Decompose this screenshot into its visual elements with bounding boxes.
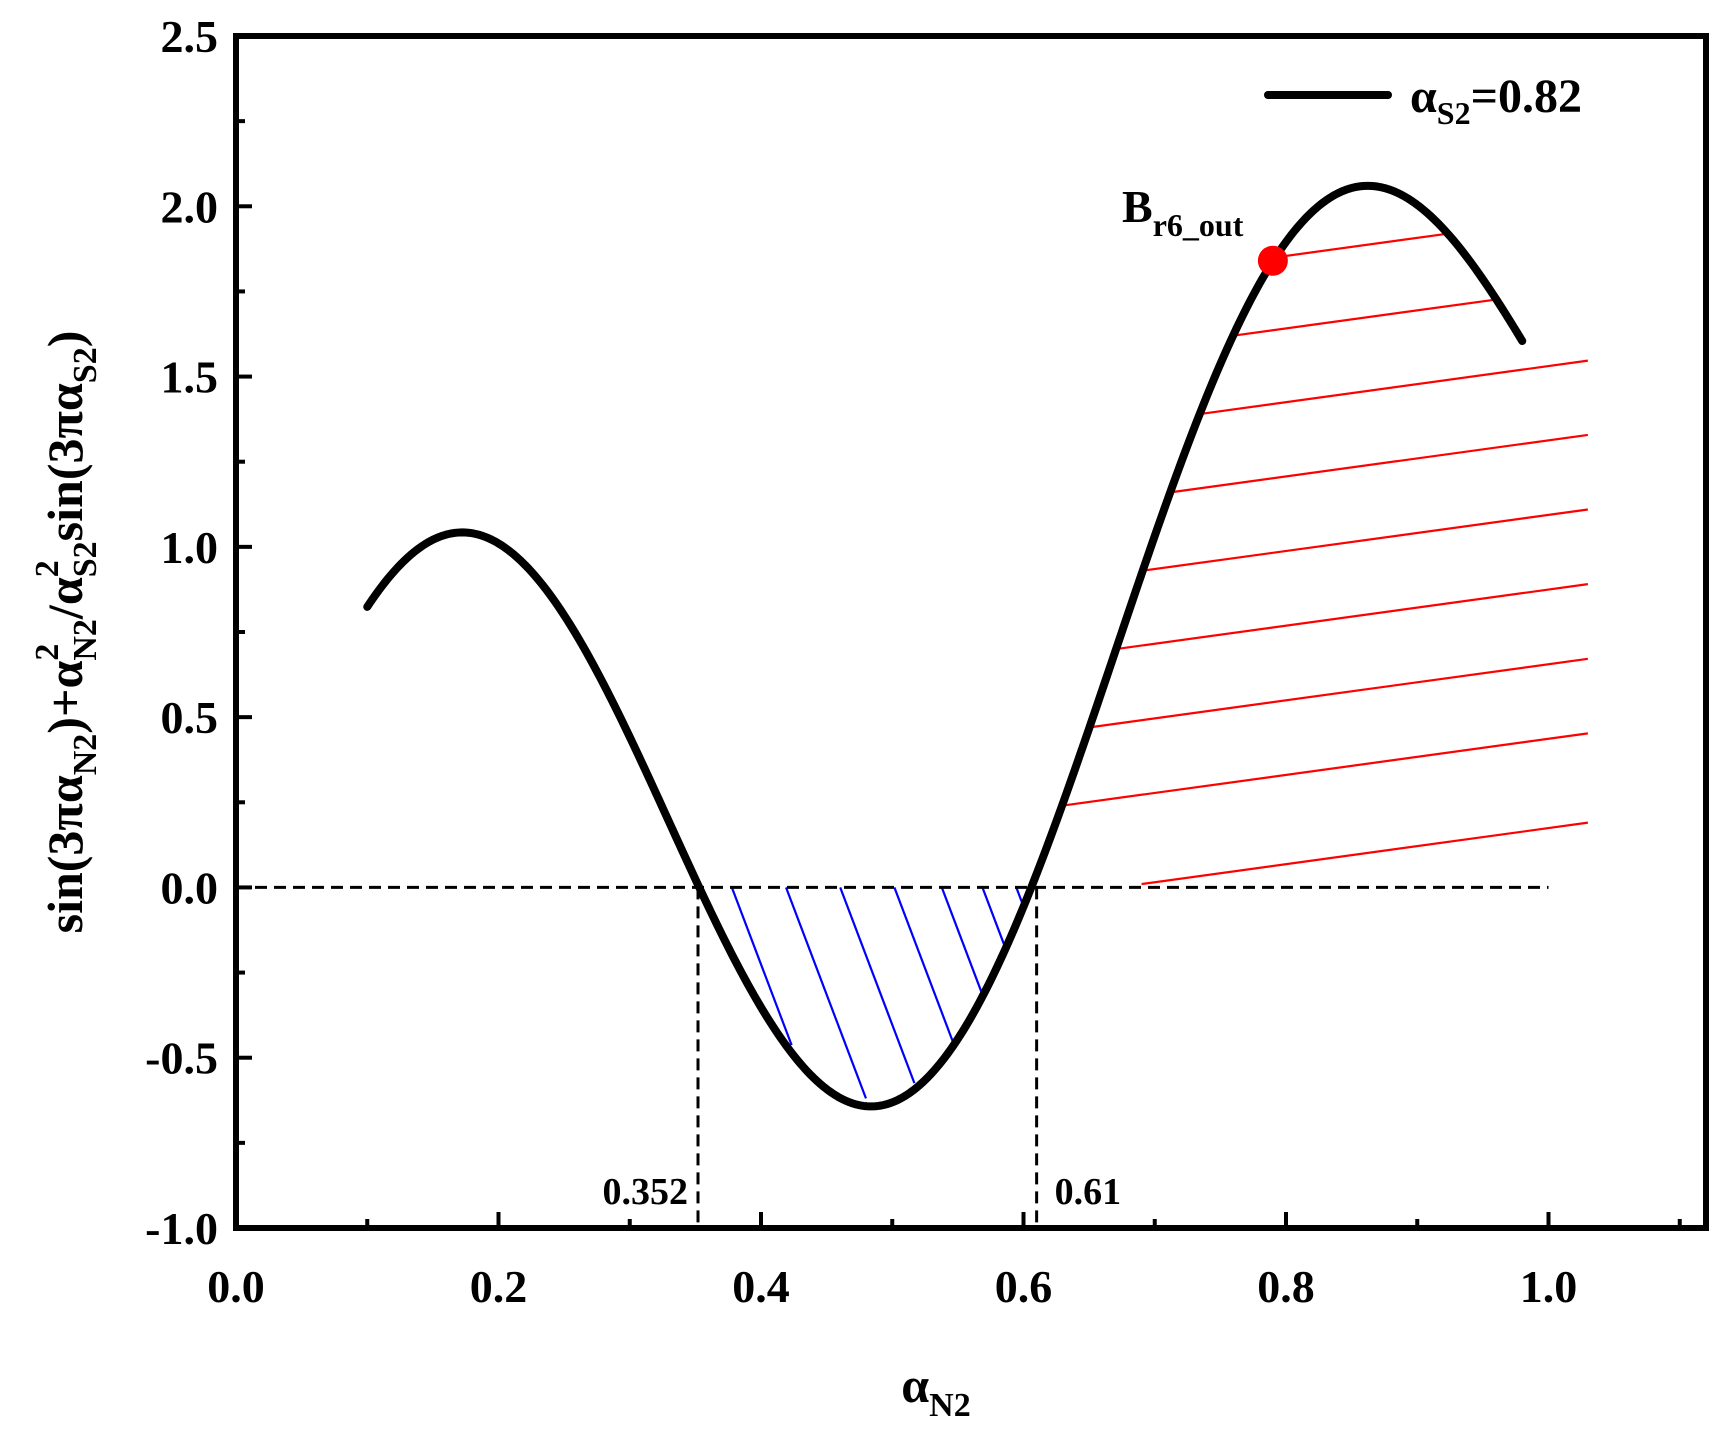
- y-axis-title-part: πα: [37, 383, 93, 438]
- hatch-line-red-8: [1232, 298, 1498, 337]
- labels: 0.0 0.2 0.4 0.6 0.8 1.0 -1.0 -0.5 0.0 0.5 1.0 1.5 2.…: [29, 11, 1582, 1424]
- y-axis-title: sin(3παN2)+α2N2/α2S2sin(3παS2): [29, 331, 104, 934]
- hatch-line-red-6: [1170, 433, 1589, 494]
- hatch-line-red-5: [1142, 508, 1589, 572]
- marker-point: [1257, 245, 1288, 276]
- hatch-layer: [730, 232, 1589, 1099]
- ticks: [234, 34, 1682, 1230]
- legend-sub: S2: [1437, 95, 1471, 131]
- guide-lines: [236, 885, 1549, 1228]
- y-axis-title-part: ): [37, 331, 93, 348]
- legend-rest: =0.82: [1471, 70, 1582, 123]
- y-tick-label: -1.0: [145, 1203, 218, 1254]
- plot-border: [233, 33, 1709, 1231]
- x-tick-label: 0.2: [470, 1261, 528, 1312]
- hatch-line-blue-5: [940, 887, 983, 993]
- hatch-line-red-7: [1199, 359, 1589, 416]
- x-axis-title-sub: N2: [929, 1387, 971, 1424]
- y-axis-title-part: N2: [67, 619, 104, 661]
- root-label-1: 0.352: [603, 1171, 689, 1213]
- hatch-line-blue-1: [730, 887, 793, 1046]
- y-tick-label: 0.0: [161, 862, 219, 913]
- y-axis-title-part: πα: [37, 775, 93, 830]
- marker-label: Br6_out: [1122, 181, 1244, 243]
- y-axis-title-part: sin(3: [37, 831, 93, 934]
- legend-label: αS2=0.82: [1410, 70, 1582, 131]
- hatch-line-red-2: [1061, 732, 1589, 807]
- hatch-line-red-1: [1141, 821, 1589, 886]
- y-axis-title-part: S2: [67, 541, 104, 577]
- y-axis-title-part: 2: [29, 560, 66, 577]
- hatch-line-blue-4: [893, 887, 954, 1042]
- hatch-line-blue-2: [785, 887, 867, 1099]
- y-axis-title-part: N2: [67, 734, 104, 776]
- hatch-line-blue-3: [839, 887, 916, 1084]
- y-tick-label: 1.0: [161, 522, 219, 573]
- y-axis-title-part: /: [37, 604, 93, 620]
- y-tick-label: 0.5: [161, 692, 219, 743]
- y-tick-label: 2.0: [161, 181, 219, 232]
- y-tick-label: 1.5: [161, 352, 219, 403]
- x-tick-label: 0.0: [207, 1261, 265, 1312]
- y-axis-title-part: α: [37, 661, 93, 689]
- y-axis-title-part: S2: [67, 347, 104, 383]
- hatch-line-red-4: [1115, 583, 1589, 651]
- x-axis-title: αN2: [901, 1357, 970, 1424]
- hatch-line-red-3: [1089, 657, 1589, 729]
- y-axis-title-part: )+: [37, 689, 93, 734]
- marker-label-base: B: [1122, 181, 1153, 232]
- x-tick-label: 0.4: [732, 1261, 790, 1312]
- x-tick-label: 1.0: [1520, 1261, 1578, 1312]
- x-tick-label: 0.6: [995, 1261, 1053, 1312]
- marker-label-sub: r6_out: [1153, 207, 1244, 243]
- y-tick-label: -0.5: [145, 1033, 218, 1084]
- hatch-line-red-9: [1275, 232, 1449, 259]
- y-axis-title-part: 2: [29, 644, 66, 661]
- curve-layer: [363, 181, 1527, 1111]
- root-label-2: 0.61: [1055, 1171, 1122, 1213]
- hatch-line-blue-6: [981, 887, 1006, 945]
- y-axis-title-part: α: [37, 577, 93, 605]
- x-tick-label: 0.8: [1257, 1261, 1315, 1312]
- hatch-line-blue-7: [1015, 887, 1024, 904]
- plot-frame: [233, 33, 1709, 1231]
- y-axis-title-part: sin(3: [37, 439, 93, 542]
- series-curve: [363, 181, 1527, 1111]
- legend-base: α: [1410, 70, 1437, 123]
- x-axis-title-base: α: [901, 1357, 929, 1413]
- y-tick-label: 2.5: [161, 11, 219, 62]
